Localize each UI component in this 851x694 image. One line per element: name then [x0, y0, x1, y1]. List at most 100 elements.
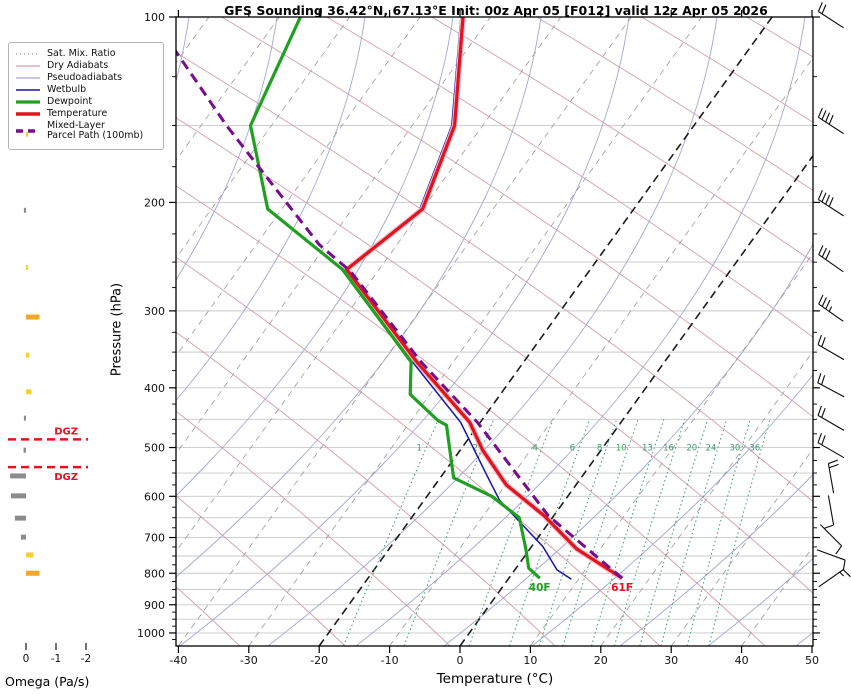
legend-label: Wetbulb: [47, 83, 87, 95]
omega-tick-label: -1: [51, 653, 61, 665]
temperature-tick-label: -20: [310, 654, 328, 667]
omega-bar: [26, 314, 40, 320]
wind-barb: [817, 2, 844, 29]
legend-item-wetbulb: Wetbulb: [15, 83, 157, 96]
wind-barb: [817, 107, 844, 135]
mixing-ratio-label: 10: [616, 444, 627, 454]
sat-mixing-ratio-labels: 1 2 4 6 8 10 13 16 20 24 30 36: [417, 444, 761, 454]
omega-bar: [26, 570, 40, 576]
omega-panel: DGZ DGZ 0 -1 -2: [8, 131, 91, 665]
pressure-tick-label: 900: [144, 599, 165, 612]
pressure-gridlines: [176, 16, 813, 634]
omega-bar: [20, 534, 26, 540]
temperature-tick-label: 20: [594, 654, 608, 667]
wind-barb: [818, 294, 844, 322]
legend-swatch-pseudoadiabats: [16, 77, 40, 79]
temperature-tick-label: 30: [664, 654, 678, 667]
sounding-profiles: [176, 17, 624, 581]
legend-item-sat-mix-ratio: Sat. Mix. Ratio: [15, 48, 157, 60]
omega-bar: [11, 493, 26, 499]
wind-barb: [817, 335, 845, 361]
temperature-tick-label: 50: [805, 654, 819, 667]
surface-label-61F: 61F: [611, 582, 633, 594]
omega-bar: [26, 352, 30, 358]
pressure-tick-label: 800: [144, 567, 165, 580]
sat-mixing-ratio-lines: [343, 419, 771, 646]
dewpoint-line: [248, 17, 541, 580]
wind-barb: [816, 549, 846, 570]
legend-item-parcel-path: Mixed-Layer Parcel Path (100mb): [15, 119, 157, 143]
omega-bars: [10, 131, 40, 576]
legend-box: Sat. Mix. Ratio Dry Adiabats Pseudoadiabat…: [8, 42, 164, 151]
mixing-ratio-label: 13: [642, 444, 653, 454]
temperature-line: [345, 17, 623, 580]
omega-tick-label: 0: [23, 653, 30, 665]
wind-barb: [820, 524, 843, 555]
legend-label: Mixed-Layer Parcel Path (100mb): [47, 119, 144, 142]
parcel-path-line: [176, 49, 624, 580]
wind-barb: [817, 433, 845, 459]
wind-barb: [818, 245, 844, 273]
omega-bar: [23, 447, 26, 453]
mixing-ratio-label: 16: [663, 444, 674, 454]
mixing-ratio-label: 6: [570, 444, 575, 454]
omega-bar: [23, 207, 26, 213]
omega-tick-label: -2: [81, 653, 91, 665]
mixing-ratio-label: 8: [597, 444, 602, 454]
pressure-tick-label: 200: [144, 196, 165, 209]
pressure-tick-label: 700: [144, 532, 165, 545]
omega-bar: [26, 264, 29, 270]
temperature-tick-label: 0: [457, 654, 464, 667]
legend-label: Sat. Mix. Ratio: [47, 48, 116, 59]
omega-bar: [26, 552, 34, 558]
legend-swatch-dewpoint: [16, 100, 40, 104]
pressure-tick-label: 600: [144, 490, 165, 503]
legend-swatch-dry-adiabats: [16, 65, 40, 67]
temperature-tick-label: 10: [523, 654, 537, 667]
wind-barb: [827, 459, 839, 494]
legend-swatch-wetbulb: [16, 89, 40, 92]
omega-bar: [10, 473, 26, 479]
wind-barb: [818, 569, 851, 588]
wind-barb: [817, 405, 845, 431]
legend-swatch-parcel-path: [16, 129, 40, 134]
temperature-tick-label: 40: [735, 654, 749, 667]
legend-item-temperature: Temperature: [15, 107, 157, 120]
mixing-ratio-label: 20: [686, 444, 697, 454]
omega-bar: [26, 131, 29, 137]
legend-item-dewpoint: Dewpoint: [15, 96, 157, 108]
omega-bar: [23, 415, 26, 421]
temperature-tick-label: -30: [240, 654, 258, 667]
legend-swatch-temperature: [16, 112, 40, 116]
legend-label: Temperature: [47, 107, 108, 119]
legend-label: Dry Adiabats: [47, 59, 109, 71]
legend-item-dry-adiabats: Dry Adiabats: [15, 59, 157, 72]
wind-barb: [817, 373, 845, 398]
legend-item-pseudoadiabats: Pseudoadiabats: [15, 72, 157, 84]
wind-barb: [817, 190, 844, 217]
mixing-ratio-label: 4: [532, 444, 537, 454]
mixing-ratio-label: 1: [417, 444, 422, 454]
mixing-ratio-label: 30: [730, 444, 741, 454]
temperature-tick-label: -10: [381, 654, 399, 667]
mixing-ratio-label: 24: [706, 444, 717, 454]
dry-adiabats: [176, 17, 813, 646]
omega-axis: 0 -1 -2: [23, 643, 91, 665]
surface-value-labels: 40F 61F: [529, 582, 633, 594]
dgz-label: DGZ: [54, 426, 78, 437]
omega-bar: [26, 389, 32, 395]
omega-bar: [14, 515, 26, 521]
pressure-tick-label: 1000: [137, 627, 165, 640]
pressure-tick-label: 500: [144, 442, 165, 455]
temperature-axis-label: Temperature (°C): [436, 671, 554, 687]
mixing-ratio-label: 2: [472, 444, 477, 454]
pressure-tick-label: 100: [144, 11, 165, 24]
legend-swatch-sat-mix-ratio: [16, 53, 40, 55]
wind-barbs: [816, 2, 851, 588]
mixing-ratio-label: 36: [749, 444, 760, 454]
page-title: GFS Sounding 36.42°N, 67.13°E Init: 00z …: [224, 3, 768, 18]
temperature-tick-label: -40: [169, 654, 187, 667]
